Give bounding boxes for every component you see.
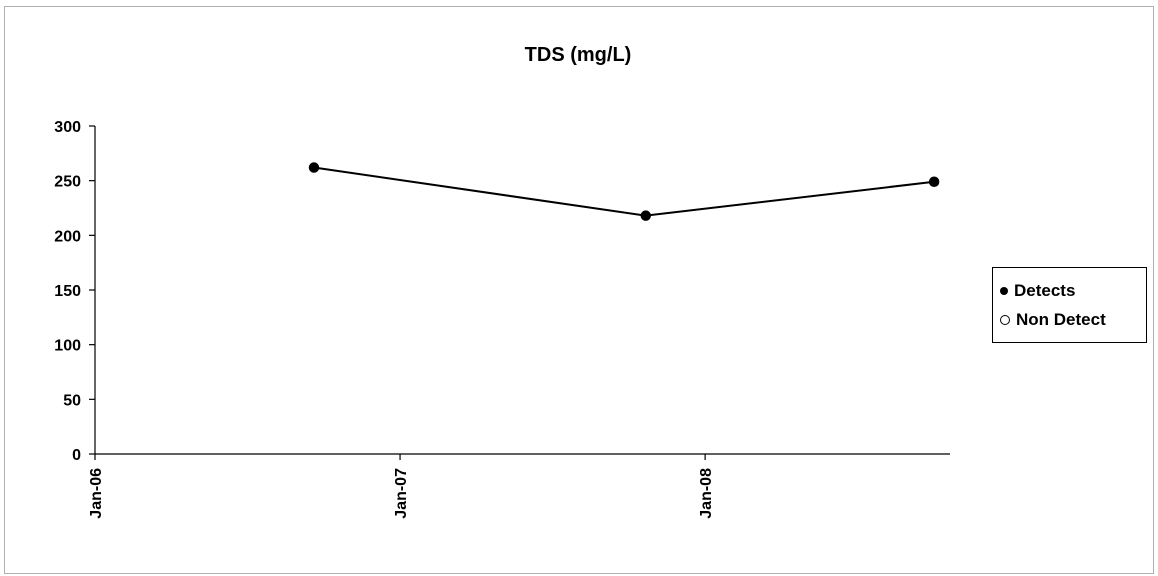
legend: Detects Non Detect bbox=[992, 267, 1147, 343]
y-tick-label: 300 bbox=[54, 119, 81, 136]
legend-label-detects: Detects bbox=[1014, 281, 1075, 301]
legend-item-detects: Detects bbox=[1000, 276, 1146, 305]
y-tick-label: 200 bbox=[54, 228, 81, 245]
x-tick-label: Jan-07 bbox=[393, 468, 410, 519]
hollow-circle-icon bbox=[1000, 315, 1010, 325]
x-axis: Jan-06 Jan-07 Jan-08 bbox=[88, 454, 950, 519]
legend-item-non-detect: Non Detect bbox=[1000, 305, 1146, 334]
y-tick-label: 150 bbox=[54, 283, 81, 300]
plot-series bbox=[309, 163, 938, 220]
data-point bbox=[930, 177, 939, 186]
data-point bbox=[641, 211, 650, 220]
x-tick-label: Jan-06 bbox=[88, 468, 105, 519]
chart-title: TDS (mg/L) bbox=[525, 44, 632, 66]
data-point bbox=[309, 163, 318, 172]
y-axis: 0 50 100 150 200 250 300 bbox=[54, 119, 95, 464]
y-tick-label: 50 bbox=[63, 392, 81, 409]
y-tick-label: 250 bbox=[54, 174, 81, 191]
y-tick-label: 0 bbox=[72, 447, 81, 464]
x-tick-label: Jan-08 bbox=[698, 468, 715, 519]
series-line bbox=[314, 168, 934, 216]
filled-circle-icon bbox=[1000, 287, 1008, 295]
legend-label-non-detect: Non Detect bbox=[1016, 310, 1106, 330]
y-tick-label: 100 bbox=[54, 338, 81, 355]
